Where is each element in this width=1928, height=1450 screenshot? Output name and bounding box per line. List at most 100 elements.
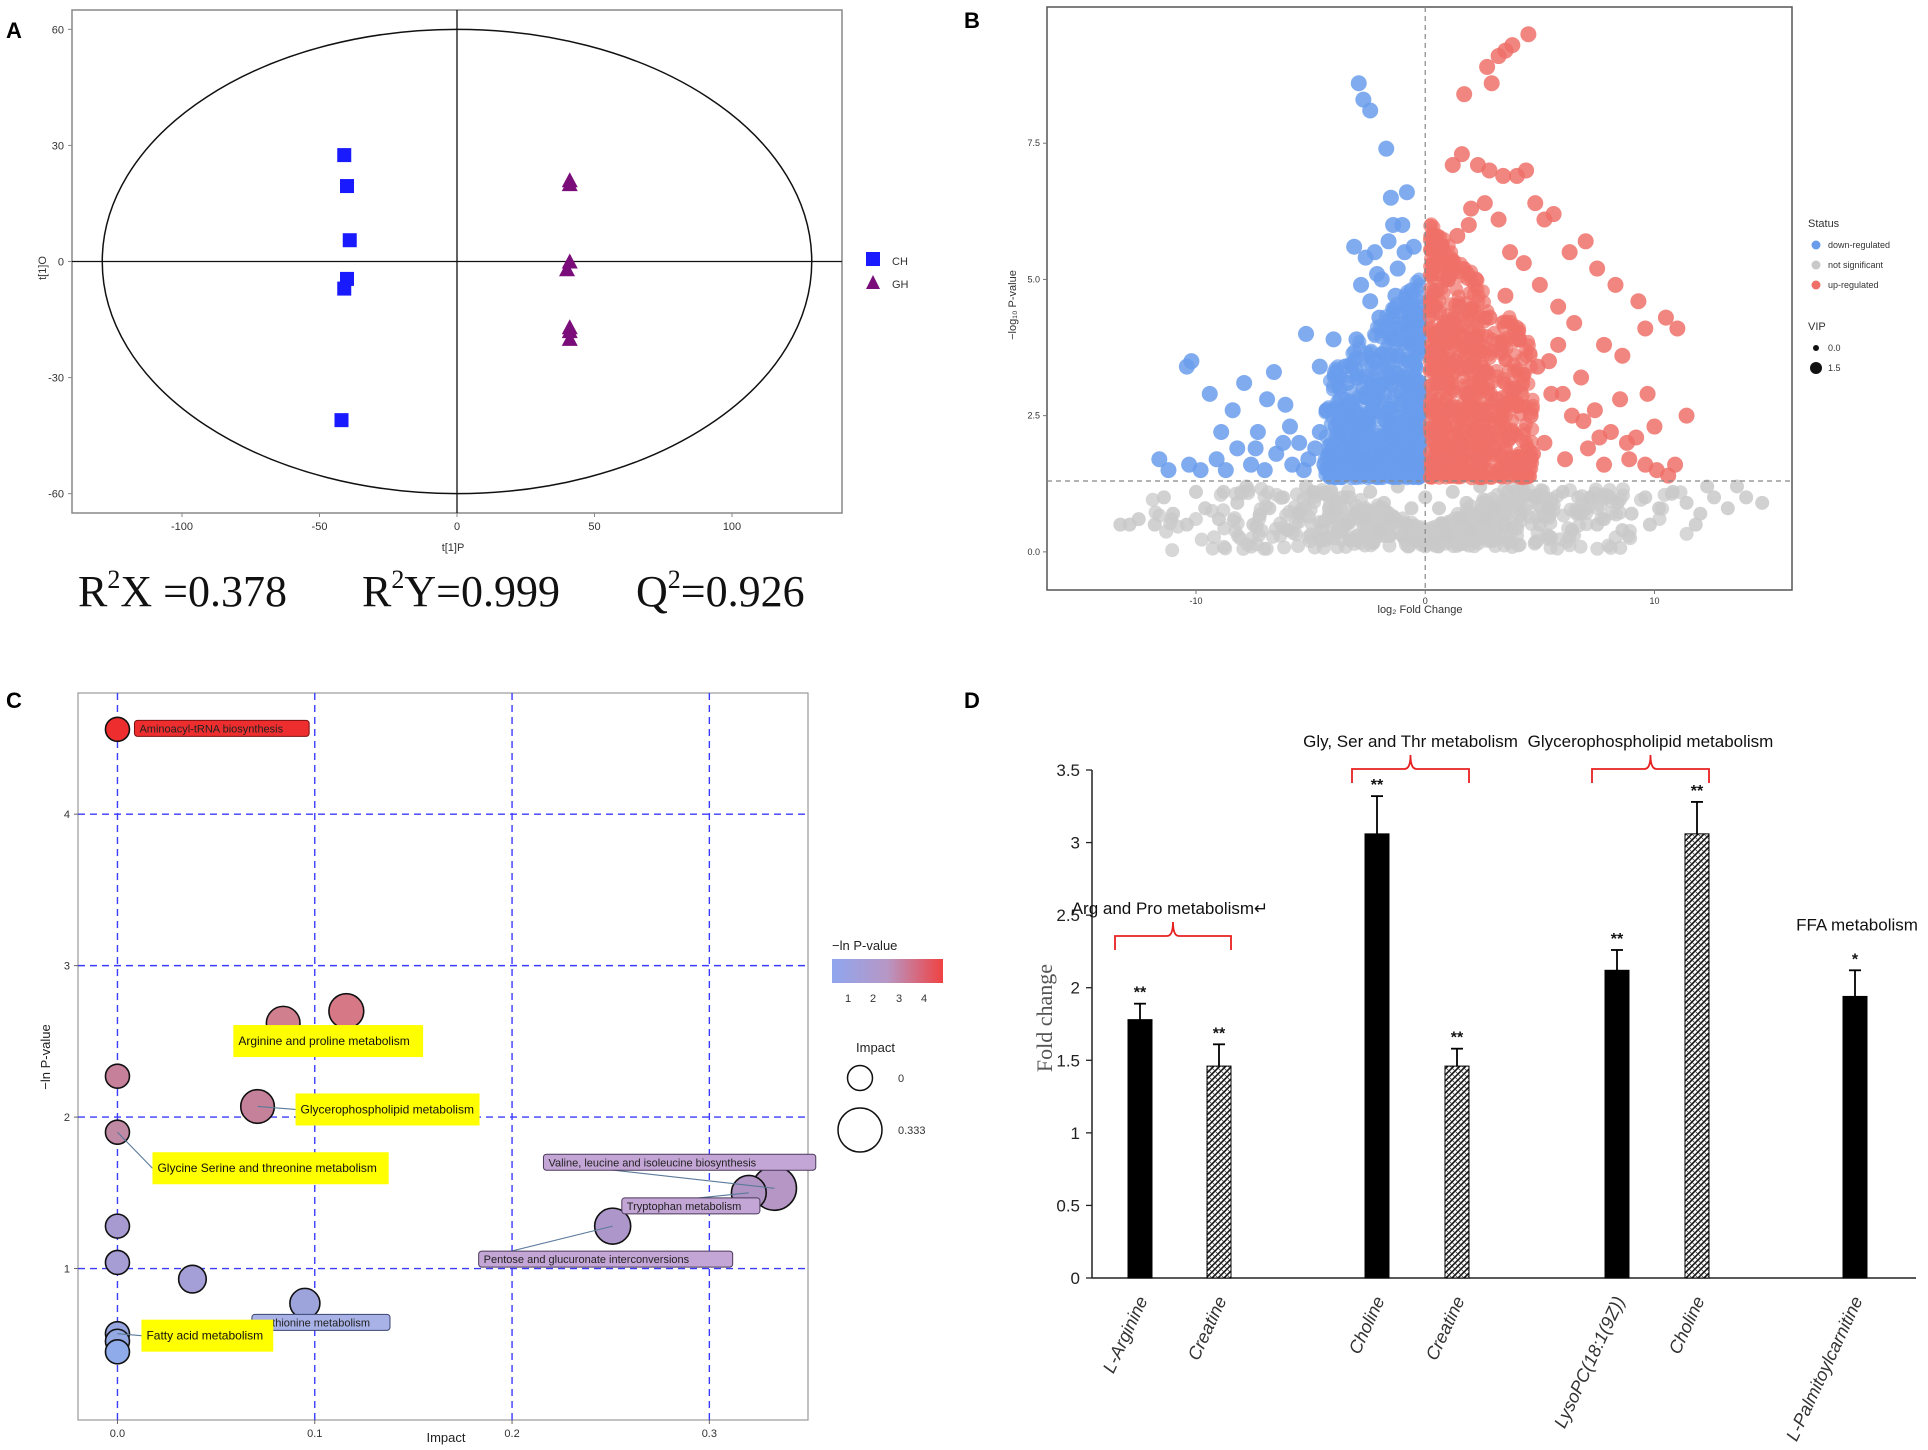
volcano-point-up [1527, 195, 1544, 212]
gh-sample-marker [561, 330, 578, 346]
volcano-point-ns [1652, 501, 1667, 516]
pathway-label-text: Glycerophospholipid metabolism [301, 1102, 474, 1116]
volcano-point-up [1579, 440, 1596, 457]
volcano-point-up [1424, 456, 1441, 473]
pathway-label-box [621, 1197, 761, 1215]
volcano-point-down [1325, 331, 1342, 348]
volcano-point-up [1550, 298, 1567, 315]
group-label: Glycerophospholipid metabolism [1528, 732, 1774, 751]
volcano-point-up [1435, 325, 1452, 342]
legend-gh-label: GH [892, 279, 909, 291]
volcano-point-ns [1755, 495, 1770, 510]
panel-b-volcano-plot: −log₁₀ P-value log₂ Fold Change -10 0 10 0.… [1007, 6, 1890, 616]
panel-letter-b: B [964, 8, 980, 33]
volcano-point-up [1520, 26, 1537, 43]
volcano-point-ns [1291, 539, 1306, 554]
x-category-label: Creatine [1422, 1293, 1469, 1363]
volcano-point-up [1476, 364, 1493, 381]
y-tick-label: 4 [64, 809, 70, 821]
legend-ch-label: CH [892, 256, 908, 268]
gh-sample-marker [561, 323, 578, 339]
volcano-point-down [1256, 462, 1273, 479]
volcano-point-up [1621, 451, 1638, 468]
volcano-point-up [1646, 418, 1663, 435]
volcano-point-down [1398, 374, 1415, 391]
volcano-point-up [1502, 244, 1519, 261]
volcano-point-down [1401, 440, 1418, 457]
volcano-point-up [1453, 440, 1470, 457]
volcano-point-up [1607, 276, 1624, 293]
y-tick-label: 1.5 [1056, 1051, 1080, 1070]
volcano-point-ns [1358, 512, 1373, 527]
y-tick-label: 60 [52, 24, 64, 36]
volcano-point-up [1648, 462, 1665, 479]
volcano-point-up [1511, 331, 1528, 348]
volcano-point-down [1311, 423, 1328, 440]
pathway-label-text: Fatty acid metabolism [146, 1329, 263, 1343]
panel-d-ylabel: Fold change [1032, 964, 1057, 1072]
legend-vip-large-label: 1.5 [1828, 363, 1841, 373]
group-label: Arg and Pro metabolism↵ [1072, 899, 1269, 918]
volcano-point-up [1618, 434, 1635, 451]
volcano-point-up [1483, 75, 1500, 92]
legend-down-marker [1811, 240, 1821, 250]
group-label: Gly, Ser and Thr metabolism [1303, 732, 1518, 751]
volcano-point-ns [1376, 495, 1391, 510]
volcano-point-up [1460, 358, 1477, 375]
x-category-label: LysoPC(18:1(9Z)) [1550, 1293, 1628, 1431]
volcano-point-ns [1198, 501, 1213, 516]
volcano-point-ns [1436, 517, 1451, 532]
volcano-point-up [1428, 282, 1445, 299]
volcano-point-down [1377, 459, 1392, 474]
y-tick-label: 2 [1071, 979, 1080, 998]
volcano-point-ns [1459, 495, 1474, 510]
volcano-point-down [1385, 469, 1400, 484]
volcano-point-up [1517, 367, 1532, 382]
volcano-point-down [1389, 347, 1406, 364]
group-bracket [1114, 921, 1232, 950]
volcano-point-up [1425, 257, 1440, 272]
stat-q2: Q2=0.926 [636, 565, 805, 616]
volcano-point-ns [1590, 541, 1605, 556]
volcano-point-down [1213, 423, 1230, 440]
volcano-point-ns [1363, 484, 1378, 499]
volcano-point-ns [1679, 526, 1694, 541]
volcano-point-down [1346, 238, 1363, 255]
volcano-point-ns [1452, 512, 1467, 527]
volcano-point-ns [1205, 541, 1220, 556]
stat-r2x: R2X =0.378 [78, 565, 287, 616]
volcano-point-ns [1216, 484, 1231, 499]
volcano-point-up [1471, 293, 1486, 308]
volcano-point-up [1447, 353, 1464, 370]
group-bracket [1591, 754, 1710, 783]
volcano-point-up [1531, 276, 1548, 293]
volcano-point-up [1422, 391, 1437, 406]
volcano-point-up [1639, 385, 1656, 402]
x-category-label: Creatine [1184, 1293, 1231, 1363]
volcano-point-ns [1624, 506, 1639, 521]
volcano-point-down [1337, 358, 1353, 375]
volcano-point-ns [1372, 523, 1387, 538]
volcano-point-up [1478, 345, 1493, 360]
volcano-point-up [1444, 315, 1461, 332]
volcano-point-up [1446, 431, 1461, 446]
panel-a-model-stats: R2X =0.378 R2Y=0.999 Q2=0.926 [78, 565, 805, 616]
volcano-point-up [1440, 271, 1457, 288]
volcano-point-ns [1179, 517, 1194, 532]
volcano-point-ns [1601, 538, 1616, 553]
volcano-point-ns [1299, 479, 1314, 494]
volcano-point-up [1637, 320, 1654, 337]
volcano-point-up [1554, 385, 1571, 402]
volcano-point-up [1561, 244, 1578, 261]
volcano-point-up [1492, 342, 1509, 359]
volcano-point-up [1449, 227, 1466, 244]
volcano-point-ns [1292, 506, 1307, 521]
volcano-point-up [1467, 271, 1484, 288]
volcano-point-up [1479, 423, 1496, 440]
volcano-point-ns [1720, 501, 1735, 516]
y-tick-label: 0 [58, 257, 64, 269]
volcano-point-up [1575, 413, 1592, 430]
volcano-point-up [1577, 233, 1594, 250]
volcano-point-ns [1464, 523, 1479, 538]
volcano-point-up [1482, 463, 1497, 478]
